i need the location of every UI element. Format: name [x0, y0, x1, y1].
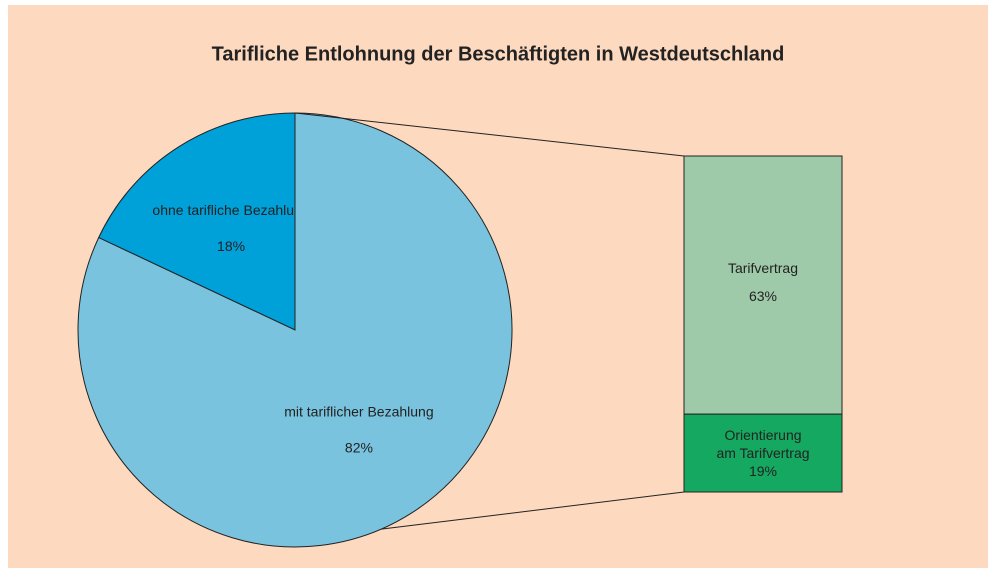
breakdown-bar	[683, 155, 843, 415]
connector-line	[381, 491, 685, 530]
slice-value-label: 82%	[345, 439, 373, 455]
breakdown-value-label: 19%	[748, 463, 778, 480]
pie-slice	[97, 112, 296, 331]
breakdown-label: Orientierung am Tarifvertrag	[716, 427, 810, 462]
pie-slice	[77, 112, 513, 548]
connector-line	[294, 112, 685, 157]
breakdown-value-label: 63%	[748, 288, 778, 305]
slice-label: ohne tarifliche Bezahlung	[152, 202, 309, 218]
breakdown-bar	[683, 413, 843, 493]
chart-title: Tarifliche Entlohnung der Beschäftigten …	[212, 43, 785, 65]
slice-label: mit tariflicher Bezahlung	[284, 403, 433, 419]
slice-value-label: 18%	[217, 238, 245, 254]
breakdown-label: Tarifvertrag	[727, 260, 799, 277]
